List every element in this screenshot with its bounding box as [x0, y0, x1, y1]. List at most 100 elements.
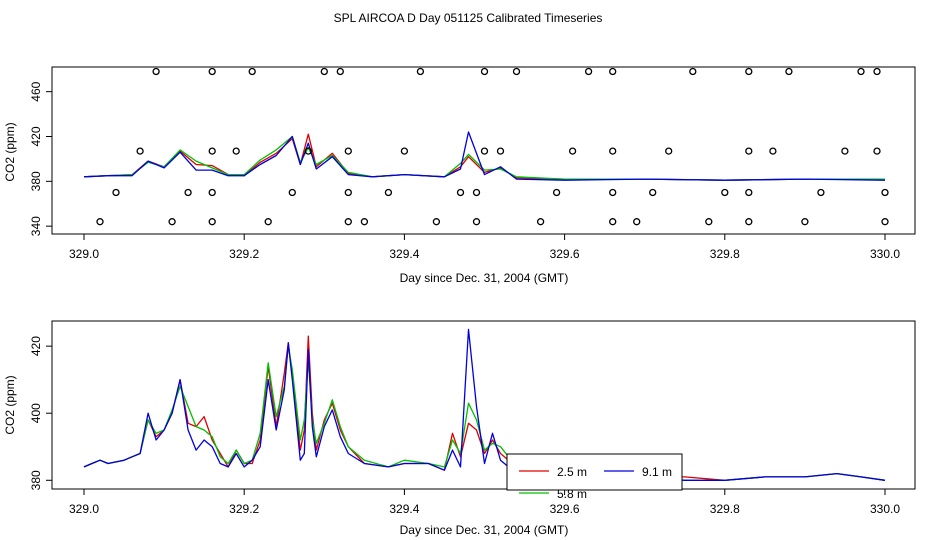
marker-point — [208, 218, 216, 226]
top-y-axis-label: CO2 (ppm) — [3, 122, 17, 181]
y-tick-label: 460 — [29, 81, 43, 101]
marker-point — [480, 67, 489, 76]
marker-point — [432, 218, 441, 226]
marker-point — [96, 218, 104, 226]
marker-point — [336, 67, 344, 76]
marker-point — [609, 67, 617, 76]
marker-point — [785, 67, 793, 76]
top-plot-area — [83, 67, 889, 226]
x-tick-label: 329.8 — [710, 247, 740, 261]
x-tick-label: 329.0 — [69, 247, 99, 261]
figure-title: SPL AIRCOA D Day 051125 Calibrated Times… — [334, 11, 603, 25]
legend-box — [506, 453, 683, 491]
x-tick-label: 329.6 — [550, 247, 580, 261]
marker-point — [152, 67, 160, 76]
top-x-axis-label: Day since Dec. 31, 2004 (GMT) — [400, 271, 569, 285]
marker-point — [881, 188, 889, 197]
x-tick-label: 329.2 — [229, 502, 259, 516]
marker-point — [456, 188, 465, 197]
marker-point — [609, 218, 617, 226]
bottom-y-axis-label: CO2 (ppm) — [3, 375, 17, 434]
marker-point — [344, 147, 352, 155]
bottom-series-line-1 — [83, 335, 886, 481]
x-tick-label: 329.4 — [389, 502, 419, 516]
bottom-plot-frame — [51, 320, 916, 490]
marker-point — [536, 218, 545, 226]
bottom-y-axis: 380 400 420 — [29, 336, 52, 490]
marker-point — [745, 147, 753, 155]
legend-label-9-1: 9.1 m — [642, 465, 672, 479]
marker-point — [873, 67, 881, 76]
marker-point — [857, 67, 865, 76]
marker-point — [208, 147, 216, 155]
marker-point — [873, 147, 881, 155]
marker-point — [552, 188, 561, 197]
top-y-axis: 340 380 420 460 — [29, 81, 52, 236]
legend-label-2-5: 2.5 m — [557, 465, 587, 479]
y-tick-label: 400 — [29, 403, 43, 423]
top-x-axis: 329.0 329.2 329.4 329.6 329.8 330.0 — [69, 234, 900, 261]
marker-point — [665, 147, 673, 155]
legend: 2.5 m 9.1 m 5.8 m — [506, 453, 683, 501]
marker-point — [344, 188, 352, 197]
marker-point — [745, 188, 753, 197]
marker-point — [344, 218, 352, 226]
marker-point — [568, 147, 577, 155]
marker-point — [721, 188, 729, 197]
x-tick-label: 329.8 — [710, 502, 740, 516]
marker-point — [136, 147, 144, 155]
x-tick-label: 329.4 — [389, 247, 419, 261]
marker-point — [496, 147, 505, 155]
marker-point — [472, 218, 481, 226]
bottom-x-axis-label: Day since Dec. 31, 2004 (GMT) — [400, 523, 569, 537]
marker-point — [248, 67, 256, 76]
marker-point — [609, 147, 617, 155]
marker-point — [801, 218, 809, 226]
x-tick-label: 329.0 — [69, 502, 99, 516]
marker-point — [817, 188, 825, 197]
marker-point — [208, 67, 216, 76]
y-tick-label: 380 — [29, 171, 43, 191]
marker-point — [320, 67, 328, 76]
marker-point — [512, 67, 521, 76]
marker-point — [384, 188, 393, 197]
legend-label-5-8: 5.8 m — [557, 487, 587, 501]
bottom-series-line-3 — [83, 328, 886, 481]
marker-point — [633, 218, 641, 226]
marker-point — [689, 67, 697, 76]
marker-point — [112, 188, 120, 197]
marker-point — [769, 147, 777, 155]
marker-point — [416, 67, 425, 76]
y-tick-label: 380 — [29, 470, 43, 490]
marker-point — [264, 218, 272, 226]
marker-point — [168, 218, 176, 226]
x-tick-label: 329.6 — [550, 502, 580, 516]
marker-point — [705, 218, 713, 226]
top-panel: 340 380 420 460 329.0 329.2 329.4 329.6 329.8 33… — [3, 66, 916, 285]
x-tick-label: 330.0 — [870, 247, 900, 261]
top-series-line-2 — [83, 135, 885, 181]
top-series-line-1 — [83, 133, 885, 181]
bottom-panel: 380 400 420 329.0 329.2 329.4 329.6 329.8 330.0… — [3, 320, 916, 537]
marker-point — [609, 188, 617, 197]
top-plot-frame — [51, 66, 916, 235]
marker-point — [649, 188, 657, 197]
marker-point — [584, 67, 593, 76]
marker-point — [745, 67, 753, 76]
y-tick-label: 420 — [29, 126, 43, 146]
marker-point — [304, 147, 312, 155]
marker-point — [480, 147, 489, 155]
marker-point — [232, 147, 240, 155]
marker-point — [288, 188, 296, 197]
x-tick-label: 329.2 — [229, 247, 259, 261]
marker-point — [745, 218, 753, 226]
marker-point — [472, 188, 481, 197]
bottom-x-axis: 329.0 329.2 329.4 329.6 329.8 330.0 — [69, 489, 900, 516]
y-tick-label: 420 — [29, 336, 43, 356]
y-tick-label: 340 — [29, 216, 43, 236]
marker-point — [360, 218, 369, 226]
marker-point — [184, 188, 192, 197]
marker-point — [841, 147, 849, 155]
x-tick-label: 330.0 — [870, 502, 900, 516]
